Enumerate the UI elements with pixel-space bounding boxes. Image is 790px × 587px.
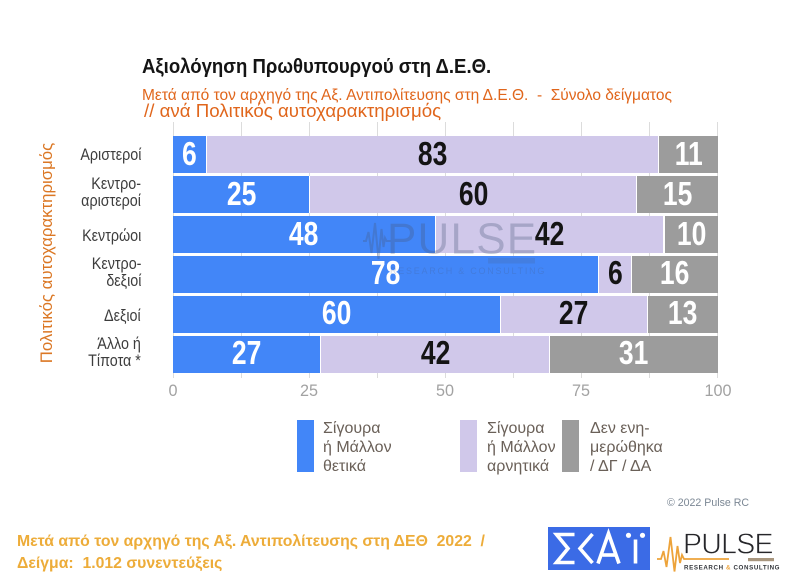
svg-text:RESEARCH & CONSULTING: RESEARCH & CONSULTING	[390, 266, 546, 275]
svg-text:PULSE: PULSE	[387, 215, 537, 264]
svg-text:PULSE: PULSE	[683, 529, 774, 561]
svg-text:RESEARCH & CONSULTING: RESEARCH & CONSULTING	[684, 565, 780, 572]
